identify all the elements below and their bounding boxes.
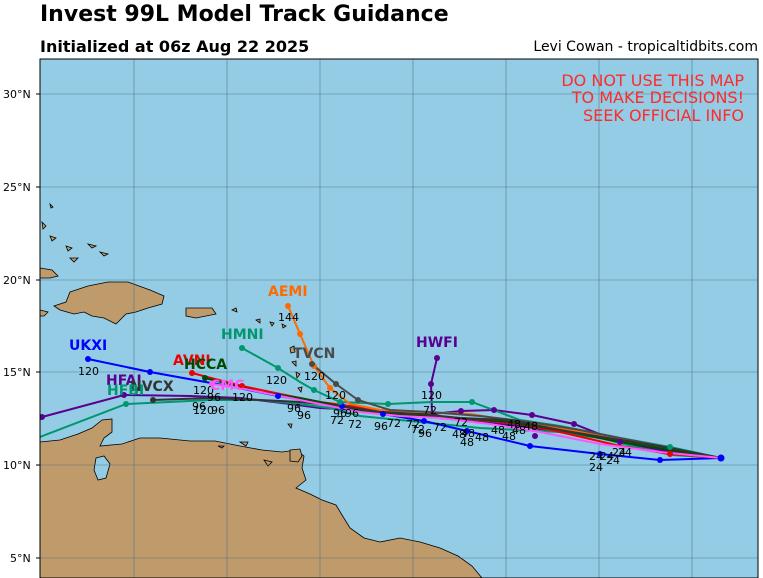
model-labels: AEMI TVCN HMNI AVNI HCCA UKXI HFAI HWFI … bbox=[69, 284, 458, 399]
track-cmc bbox=[211, 383, 722, 459]
model-label-aemi: AEMI bbox=[268, 284, 308, 300]
hour-label-48h: 48 bbox=[507, 418, 521, 431]
hour-label-72b: 72 bbox=[348, 418, 362, 431]
track-points bbox=[40, 303, 725, 463]
hour-label-120: 120 bbox=[232, 391, 253, 404]
lat-label-15: 15°N bbox=[3, 366, 31, 379]
hour-label-96f: 96 bbox=[333, 407, 347, 420]
model-label-hwfi: HWFI bbox=[416, 335, 458, 351]
hour-label-48a: 48 bbox=[452, 428, 466, 441]
hour-label-72h: 72 bbox=[423, 404, 437, 417]
hour-label-96g: 96 bbox=[345, 407, 359, 420]
hour-label-avni-120: 120 bbox=[325, 389, 346, 402]
hour-label-72e: 72 bbox=[411, 423, 425, 436]
hour-label-aemi-144: 144 bbox=[278, 311, 299, 324]
model-label-hfbi: HFBI bbox=[107, 383, 144, 399]
model-label-nvcx: NVCX bbox=[130, 379, 174, 395]
warning-line-1: DO NOT USE THIS MAP bbox=[561, 71, 744, 90]
hour-label-72d: 72 bbox=[406, 418, 420, 431]
map-frame bbox=[39, 58, 759, 578]
hour-label-48e: 48 bbox=[491, 424, 505, 437]
hour-label-72c: 72 bbox=[387, 417, 401, 430]
lat-label-30: 30°N bbox=[3, 88, 31, 101]
lat-label-25: 25°N bbox=[3, 181, 31, 194]
hour-label-96b: 96 bbox=[207, 391, 221, 404]
hour-label-24d: 24 bbox=[606, 454, 620, 467]
graticule bbox=[40, 59, 758, 578]
init-time: Initialized at 06z Aug 22 2025 bbox=[40, 37, 310, 56]
model-label-ukxi: UKXI bbox=[69, 338, 107, 354]
hour-label-96d: 96 bbox=[287, 402, 301, 415]
land-masses bbox=[40, 202, 483, 578]
hour-label-48i: 48 bbox=[524, 420, 538, 433]
warning-line-2: TO MAKE DECISIONS! bbox=[571, 88, 744, 107]
warning-line-3: SEEK OFFICIAL INFO bbox=[583, 106, 744, 125]
model-label-hfai: HFAI bbox=[106, 373, 142, 389]
model-label-tvcn: TVCN bbox=[293, 346, 335, 362]
hour-label-24b: 24 bbox=[589, 461, 603, 474]
hour-label-hwfi-120: 120 bbox=[421, 389, 442, 402]
hour-label-96i: 96 bbox=[418, 427, 432, 440]
hour-label-48d: 48 bbox=[475, 431, 489, 444]
hour-label-48c: 48 bbox=[461, 427, 475, 440]
lat-label-5: 5°N bbox=[10, 552, 31, 565]
latitude-axis: 30°N 25°N 20°N 15°N 10°N 5°N bbox=[3, 88, 40, 565]
hour-label-24c: 24 bbox=[600, 450, 614, 463]
model-label-hcca: HCCA bbox=[184, 357, 227, 373]
hour-label-96c: 96 bbox=[211, 404, 225, 417]
hour-label-48g: 48 bbox=[512, 424, 526, 437]
forecast-hour-labels: 144 120 120 120 120 120 120 120 120 96 9… bbox=[78, 311, 632, 474]
model-label-avni: AVNI bbox=[173, 353, 211, 369]
model-label-hmni: HMNI bbox=[221, 327, 264, 343]
hour-label-72g: 72 bbox=[454, 416, 468, 429]
hour-label-72f: 72 bbox=[433, 421, 447, 434]
hour-label-48f: 48 bbox=[502, 430, 516, 443]
hour-label-120b: 120 bbox=[193, 404, 214, 417]
hour-label-48b: 48 bbox=[460, 436, 474, 449]
credit: Levi Cowan - tropicaltidbits.com bbox=[533, 39, 758, 55]
hour-label-cmc-120: 120 bbox=[193, 384, 214, 397]
hour-label-hmni-120: 120 bbox=[266, 374, 287, 387]
hour-label-96: 96 bbox=[192, 400, 206, 413]
hour-label-96e: 96 bbox=[297, 409, 311, 422]
hour-label-ukxi-120: 120 bbox=[78, 365, 99, 378]
hour-label-24f: 24 bbox=[618, 446, 632, 459]
model-label-cmc: CMC bbox=[210, 378, 244, 394]
warning-text: DO NOT USE THIS MAP TO MAKE DECISIONS! S… bbox=[561, 71, 744, 125]
hour-label-24a: 24 bbox=[589, 450, 603, 463]
page-title: Invest 99L Model Track Guidance bbox=[40, 2, 449, 27]
hour-label-tvcn-120: 120 bbox=[304, 370, 325, 383]
lat-label-20: 20°N bbox=[3, 274, 31, 287]
hour-label-72a: 72 bbox=[330, 414, 344, 427]
hour-label-24e: 24 bbox=[612, 446, 626, 459]
lat-label-10: 10°N bbox=[3, 459, 31, 472]
hour-label-96h: 96 bbox=[374, 420, 388, 433]
